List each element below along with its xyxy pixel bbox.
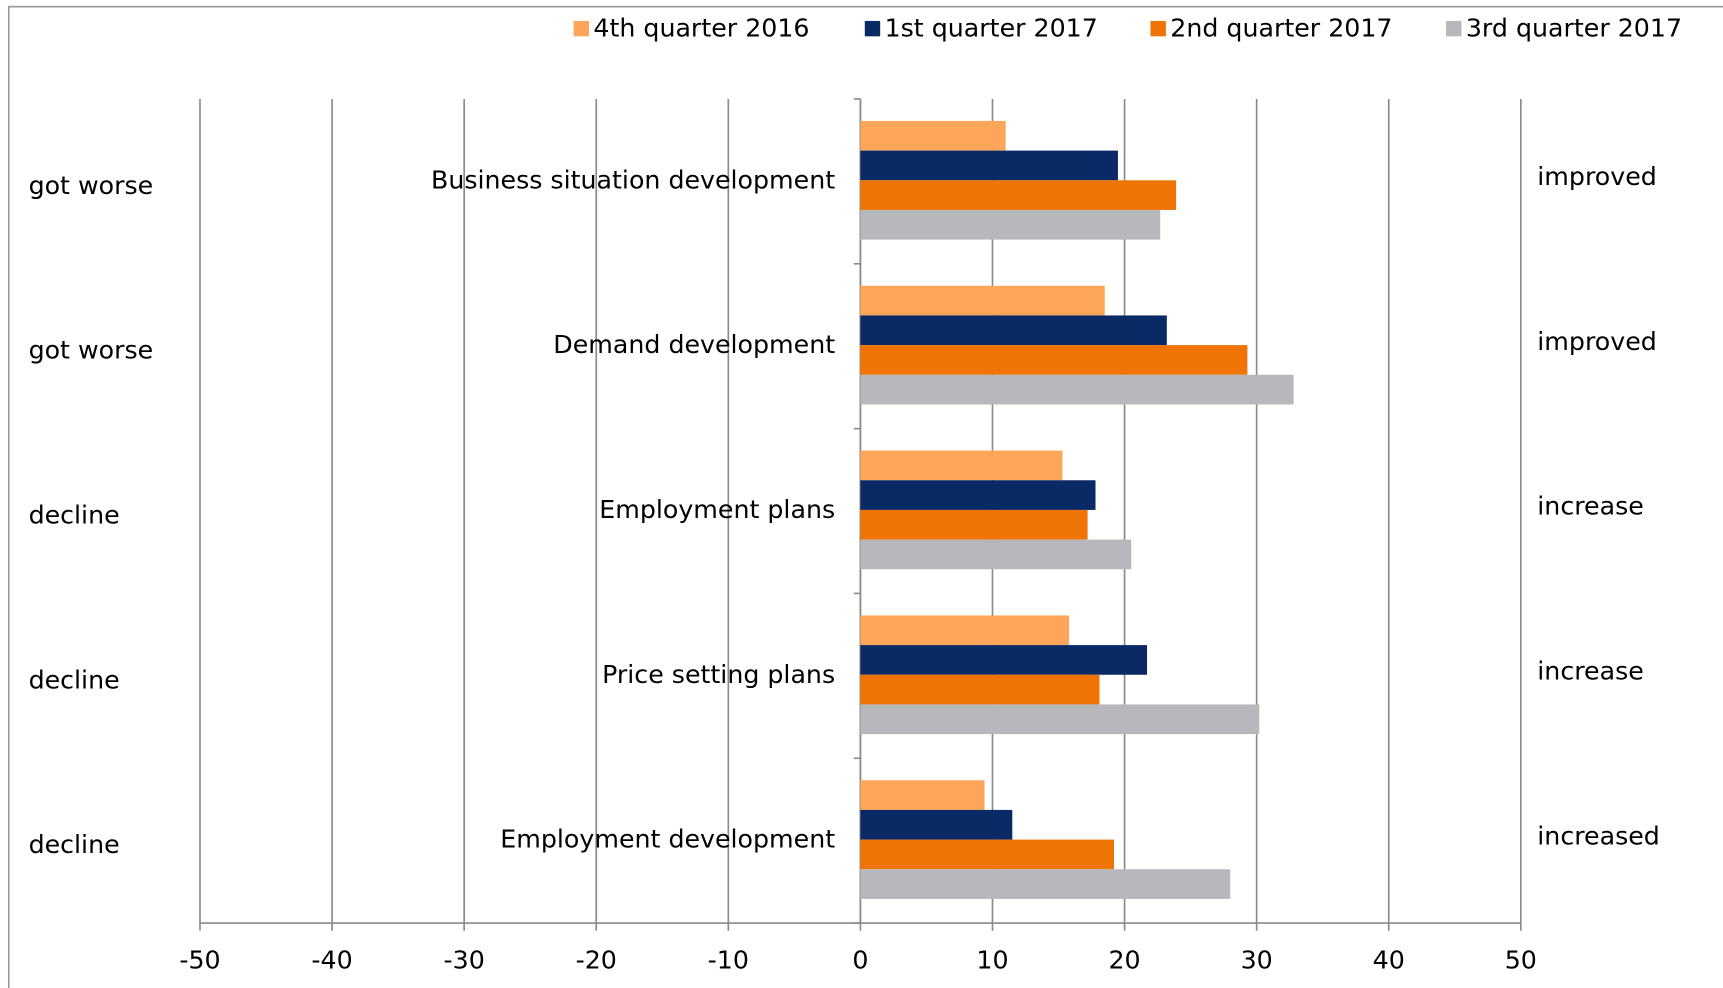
x-tick-label: -50 xyxy=(179,946,220,975)
right-annotation: improved xyxy=(1537,327,1657,356)
bar xyxy=(860,839,1114,870)
x-tick-label: 0 xyxy=(852,946,868,975)
category-label: Employment development xyxy=(500,825,835,854)
bar xyxy=(860,809,1013,840)
bar xyxy=(860,539,1132,570)
bar xyxy=(860,780,985,810)
bar xyxy=(860,869,1231,899)
left-annotation: decline xyxy=(29,665,120,694)
right-annotation: increase xyxy=(1537,657,1644,686)
x-tick-label: -20 xyxy=(576,946,617,975)
x-tick-label: 40 xyxy=(1373,946,1405,975)
left-annotation: decline xyxy=(29,830,120,859)
right-annotation: increased xyxy=(1537,821,1660,850)
x-tick-label: 50 xyxy=(1505,946,1537,975)
bar xyxy=(860,480,1096,510)
legend-label: 3rd quarter 2017 xyxy=(1466,14,1682,43)
bar xyxy=(860,120,1006,151)
category-label: Demand development xyxy=(553,330,835,359)
legend-label: 2nd quarter 2017 xyxy=(1170,14,1392,43)
legend-swatch xyxy=(1150,20,1166,37)
bar xyxy=(860,704,1260,735)
bar xyxy=(860,615,1070,646)
legend-label: 4th quarter 2016 xyxy=(593,14,809,43)
category-label: Business situation development xyxy=(431,165,835,194)
legend-swatch xyxy=(864,20,881,37)
legend-swatch xyxy=(1446,20,1462,37)
x-tick-label: 20 xyxy=(1108,946,1140,975)
left-annotation: decline xyxy=(29,501,120,530)
category-label: Employment plans xyxy=(599,495,835,524)
x-tick-label: -30 xyxy=(444,946,485,975)
x-tick-label: -10 xyxy=(708,946,749,975)
right-annotation: increase xyxy=(1537,492,1644,521)
x-tick-label: 10 xyxy=(976,946,1008,975)
bar xyxy=(860,509,1088,540)
right-annotation: improved xyxy=(1537,162,1657,191)
bar xyxy=(860,285,1105,316)
chart-frame xyxy=(7,5,1723,988)
bar xyxy=(860,674,1100,705)
bar xyxy=(860,345,1248,375)
left-annotation: got worse xyxy=(29,171,154,200)
left-annotation: got worse xyxy=(29,336,154,365)
bar xyxy=(860,150,1118,181)
x-tick-label: -40 xyxy=(311,946,352,975)
bar xyxy=(860,374,1294,405)
x-tick-label: 30 xyxy=(1241,946,1273,975)
legend-label: 1st quarter 2017 xyxy=(885,14,1098,43)
bar xyxy=(860,180,1177,210)
legend-swatch xyxy=(573,20,589,37)
bar xyxy=(860,450,1063,481)
bar xyxy=(860,315,1167,346)
category-label: Price setting plans xyxy=(602,660,835,689)
bar xyxy=(860,645,1148,675)
bar xyxy=(860,209,1161,240)
